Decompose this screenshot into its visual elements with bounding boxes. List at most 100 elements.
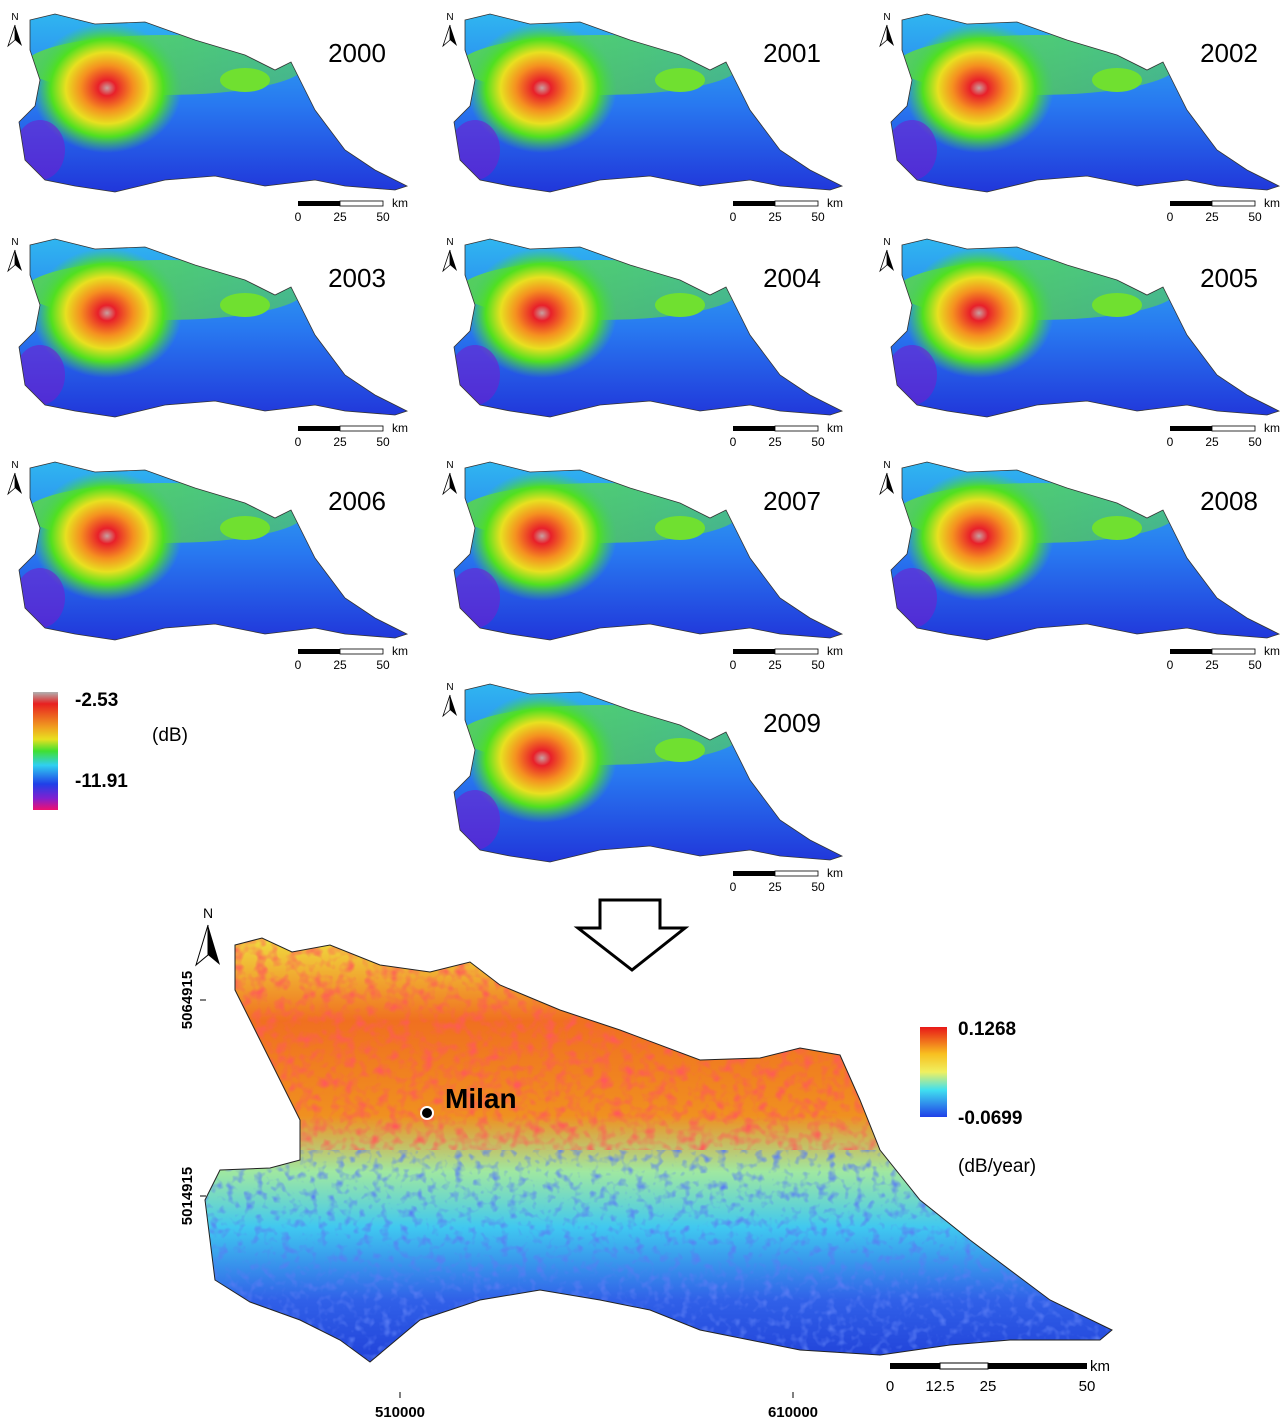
- scale-label: 12.5: [925, 1378, 954, 1395]
- north-arrow: [879, 472, 888, 496]
- north-arrow: [15, 473, 22, 494]
- legend-min: -11.91: [75, 771, 128, 792]
- scale-bar: [298, 426, 340, 431]
- scale-label: 0: [1167, 658, 1174, 672]
- scale-label: 0: [1167, 435, 1174, 449]
- scale-unit: km: [1264, 421, 1280, 435]
- north-label: N: [203, 905, 213, 921]
- x-coord: 510000: [375, 1404, 425, 1421]
- map-outline: [453, 13, 844, 193]
- scale-bar: km 0 12.5 25 50: [886, 1358, 1110, 1395]
- scale-label: 25: [333, 210, 347, 224]
- north-arrow: [887, 473, 894, 494]
- north-arrow: [15, 25, 22, 46]
- year-panel: 2004 Nkm 0 25 50: [442, 237, 844, 449]
- scale-bar: [774, 200, 819, 207]
- scale-bar: [733, 649, 775, 654]
- north-label: N: [883, 460, 890, 471]
- scale-bar: [298, 201, 340, 206]
- year-panel: 2008 Nkm 0 25 50: [879, 460, 1281, 672]
- north-arrow: N: [195, 905, 220, 967]
- legend-unit: (dB): [152, 725, 188, 746]
- scale-label: 0: [886, 1378, 894, 1395]
- scale-label: 50: [1248, 210, 1262, 224]
- year-panel: 2006 Nkm 0 25 50: [7, 460, 409, 672]
- year-label: 2007: [763, 486, 821, 516]
- flow-arrow: [573, 898, 690, 972]
- scale-label: 0: [1167, 210, 1174, 224]
- north-arrow: [442, 472, 451, 496]
- legend-max: -2.53: [75, 690, 118, 711]
- north-arrow: [442, 694, 451, 718]
- scale-bar: [339, 648, 384, 655]
- scale-bar: [1170, 201, 1212, 206]
- scale-bar: [774, 425, 819, 432]
- north-label: N: [446, 237, 453, 248]
- scale-bar: [774, 648, 819, 655]
- trend-colorbar: [920, 1027, 947, 1117]
- year-label: 2008: [1200, 486, 1258, 516]
- north-arrow: [879, 24, 888, 48]
- north-label: N: [446, 12, 453, 23]
- north-arrow: [450, 695, 457, 716]
- north-label: N: [11, 12, 18, 23]
- scale-label: 0: [730, 435, 737, 449]
- map-outline: [453, 238, 844, 418]
- year-panel: 2003 Nkm 0 25 50: [7, 237, 409, 449]
- scale-unit: km: [392, 196, 408, 210]
- city-label: Milan: [445, 1083, 517, 1114]
- scale-label: 25: [333, 435, 347, 449]
- trend-map: [205, 938, 1112, 1362]
- scale-label: 25: [1205, 435, 1219, 449]
- scale-label: 50: [811, 435, 825, 449]
- scale-label: 50: [1079, 1378, 1096, 1395]
- map-outline: [453, 683, 844, 863]
- north-arrow: [15, 250, 22, 271]
- year-panel: 2005 Nkm 0 25 50: [879, 237, 1281, 449]
- scale-label: 50: [1248, 658, 1262, 672]
- map-outline: [18, 238, 409, 418]
- north-arrow: [450, 250, 457, 271]
- scale-label: 25: [768, 210, 782, 224]
- scale-bar: [1211, 425, 1256, 432]
- x-coord: 610000: [768, 1404, 818, 1421]
- year-label: 2009: [763, 708, 821, 738]
- scale-label: 0: [730, 210, 737, 224]
- north-arrow: [442, 249, 451, 273]
- y-coord: 5064915: [179, 971, 196, 1029]
- map-outline: [18, 461, 409, 641]
- north-arrow: [442, 24, 451, 48]
- north-arrow: [450, 473, 457, 494]
- north-arrow: [7, 472, 16, 496]
- north-label: N: [446, 460, 453, 471]
- scale-label: 50: [376, 658, 390, 672]
- scale-unit: km: [827, 644, 843, 658]
- north-label: N: [883, 237, 890, 248]
- scale-bar: [733, 871, 775, 876]
- scale-bar: [1170, 649, 1212, 654]
- year-panel: 2007 Nkm 0 25 50: [442, 460, 844, 672]
- scale-label: 50: [811, 880, 825, 894]
- scale-bar: [1211, 200, 1256, 207]
- scale-label: 25: [1205, 658, 1219, 672]
- year-label: 2005: [1200, 263, 1258, 293]
- north-label: N: [11, 460, 18, 471]
- scale-label: 25: [980, 1378, 997, 1395]
- north-label: N: [11, 237, 18, 248]
- scale-bar: [339, 200, 384, 207]
- north-label: N: [446, 682, 453, 693]
- scale-bar: [774, 870, 819, 877]
- north-arrow: [450, 25, 457, 46]
- scale-bar: [298, 649, 340, 654]
- legend-min: -0.0699: [958, 1108, 1022, 1129]
- north-arrow: [887, 25, 894, 46]
- year-label: 2003: [328, 263, 386, 293]
- scale-unit: km: [392, 644, 408, 658]
- year-panel: 2000 Nkm 0 25 50: [7, 12, 409, 224]
- year-label: 2000: [328, 38, 386, 68]
- scale-bar: [733, 201, 775, 206]
- scale-unit: km: [1090, 1358, 1110, 1375]
- north-arrow: [887, 250, 894, 271]
